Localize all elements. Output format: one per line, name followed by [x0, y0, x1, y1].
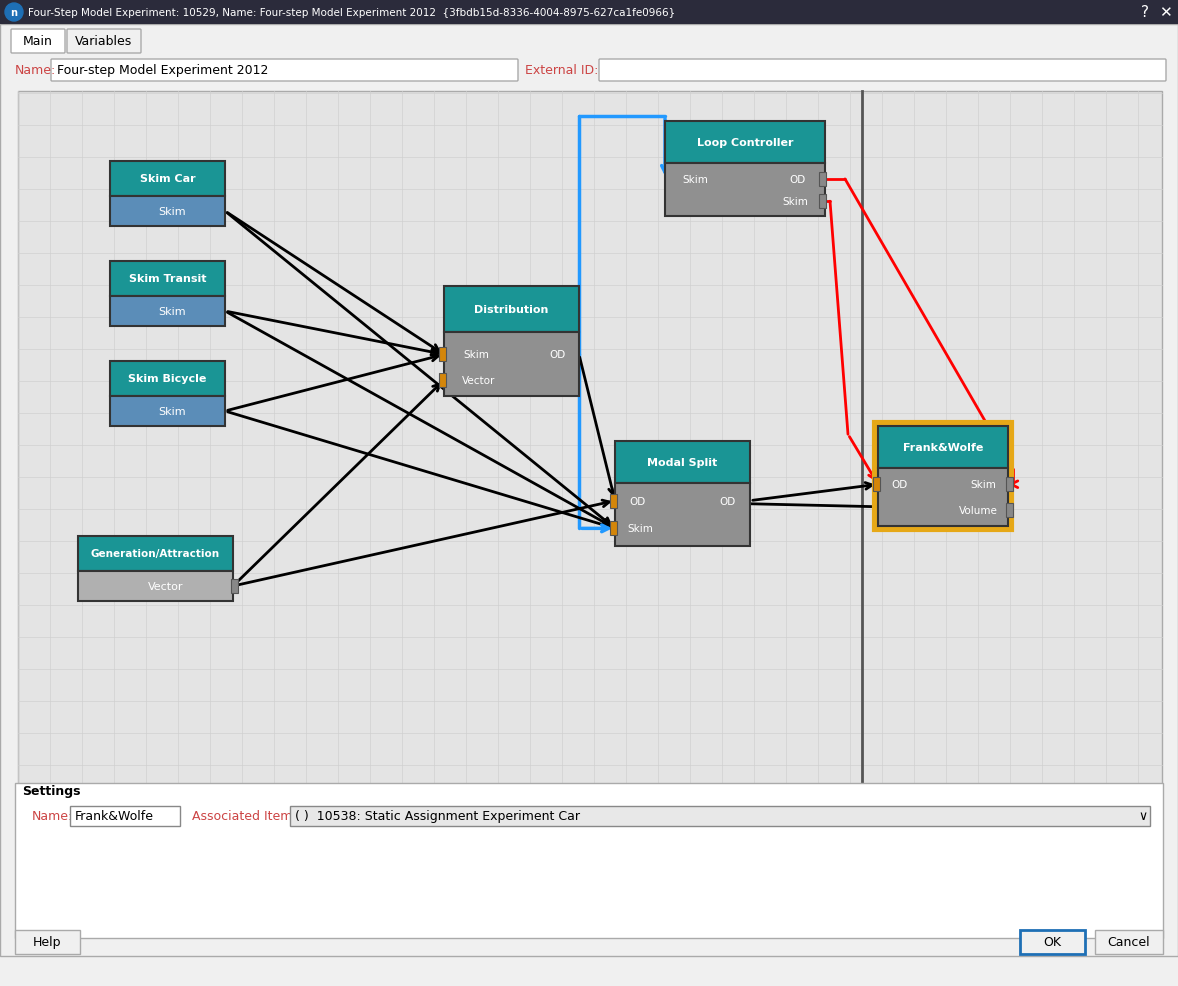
- Bar: [290, 807, 1150, 826]
- Bar: [819, 195, 826, 209]
- Bar: [444, 332, 580, 396]
- Text: Main: Main: [24, 35, 53, 48]
- Text: OD: OD: [789, 175, 805, 184]
- Text: Variables: Variables: [75, 35, 133, 48]
- Bar: [878, 427, 1008, 468]
- Bar: [610, 522, 617, 535]
- Bar: [15, 930, 80, 954]
- Bar: [1020, 930, 1085, 954]
- Bar: [819, 173, 826, 186]
- Bar: [1096, 930, 1163, 954]
- Text: Skim: Skim: [627, 524, 653, 533]
- Bar: [666, 164, 825, 217]
- Bar: [110, 362, 225, 396]
- Text: Skim: Skim: [159, 207, 186, 217]
- Text: OD: OD: [892, 480, 908, 490]
- Bar: [110, 162, 225, 197]
- Text: Name:: Name:: [32, 810, 73, 822]
- Text: ✕: ✕: [1159, 6, 1171, 21]
- Text: External ID:: External ID:: [525, 64, 598, 78]
- Text: Skim: Skim: [782, 197, 808, 207]
- Text: n: n: [11, 8, 18, 18]
- Text: Settings: Settings: [22, 785, 80, 798]
- Bar: [1006, 503, 1013, 518]
- Bar: [231, 580, 238, 594]
- Bar: [439, 348, 446, 362]
- Bar: [110, 396, 225, 427]
- Text: Vector: Vector: [147, 582, 184, 592]
- Bar: [878, 468, 1008, 527]
- Text: OK: OK: [1043, 936, 1061, 949]
- Text: Skim: Skim: [969, 480, 995, 490]
- Text: Skim: Skim: [159, 307, 186, 317]
- Text: Modal Split: Modal Split: [648, 458, 717, 467]
- Bar: [666, 122, 825, 164]
- Bar: [15, 783, 1163, 938]
- Text: ?: ?: [1141, 6, 1149, 21]
- Bar: [78, 536, 233, 572]
- Bar: [110, 261, 225, 297]
- Bar: [615, 442, 750, 483]
- Text: Skim: Skim: [159, 406, 186, 416]
- Text: Four-Step Model Experiment: 10529, Name: Four-step Model Experiment 2012  {3fbdb: Four-Step Model Experiment: 10529, Name:…: [28, 8, 675, 18]
- Text: Frank&Wolfe: Frank&Wolfe: [902, 443, 984, 453]
- Bar: [444, 287, 580, 332]
- Text: ( )  10538: Static Assignment Experiment Car: ( ) 10538: Static Assignment Experiment …: [294, 810, 580, 822]
- Bar: [873, 478, 880, 492]
- Text: Vector: Vector: [462, 376, 496, 386]
- Bar: [615, 483, 750, 546]
- Text: Four-step Model Experiment 2012: Four-step Model Experiment 2012: [57, 64, 269, 78]
- Bar: [78, 572, 233, 601]
- Text: Skim Transit: Skim Transit: [128, 274, 206, 284]
- FancyBboxPatch shape: [51, 60, 518, 82]
- Text: Loop Controller: Loop Controller: [696, 138, 793, 148]
- Bar: [874, 423, 1012, 530]
- Bar: [1006, 478, 1013, 492]
- FancyBboxPatch shape: [598, 60, 1166, 82]
- Text: Help: Help: [33, 936, 61, 949]
- Circle shape: [5, 4, 24, 22]
- Text: Skim Car: Skim Car: [140, 175, 196, 184]
- Text: Cancel: Cancel: [1107, 936, 1150, 949]
- Text: Skim: Skim: [463, 350, 489, 360]
- Bar: [610, 494, 617, 508]
- Text: Skim: Skim: [682, 175, 708, 184]
- Bar: [18, 92, 1162, 861]
- Text: Volume: Volume: [959, 505, 998, 516]
- Text: OD: OD: [549, 350, 565, 360]
- Text: Associated Item:: Associated Item:: [192, 810, 297, 822]
- Text: Distribution: Distribution: [475, 305, 549, 315]
- Text: OD: OD: [720, 496, 736, 506]
- Text: Generation/Attraction: Generation/Attraction: [91, 549, 220, 559]
- Bar: [0, 0, 1178, 25]
- Bar: [70, 807, 180, 826]
- Text: Skim Bicycle: Skim Bicycle: [128, 374, 206, 385]
- Bar: [110, 197, 225, 227]
- FancyBboxPatch shape: [67, 30, 141, 54]
- FancyBboxPatch shape: [11, 30, 65, 54]
- Text: ∨: ∨: [1138, 810, 1147, 822]
- Text: Frank&Wolfe: Frank&Wolfe: [75, 810, 154, 822]
- Text: OD: OD: [629, 496, 646, 506]
- Bar: [110, 297, 225, 326]
- Text: Name:: Name:: [15, 64, 57, 78]
- Bar: [439, 374, 446, 387]
